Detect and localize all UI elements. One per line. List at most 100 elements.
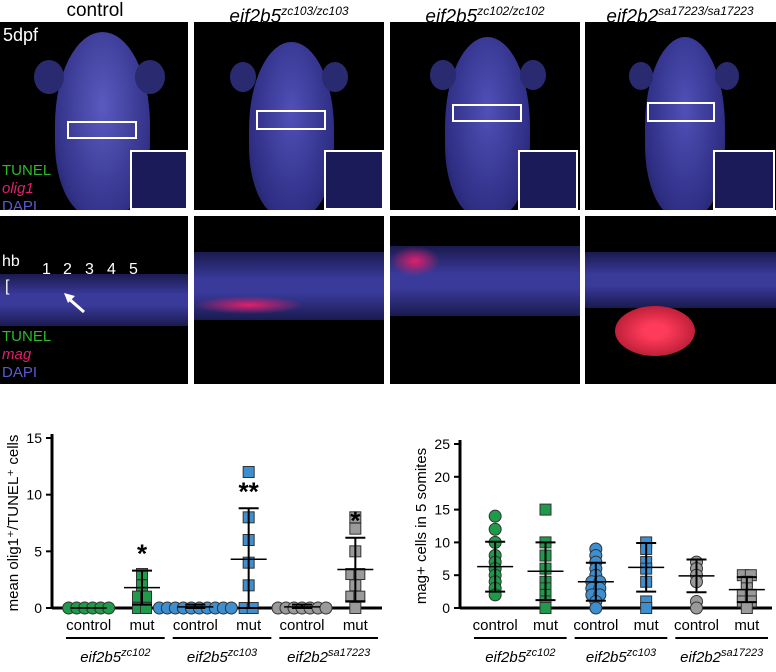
legend-olig1: olig1: [2, 180, 34, 197]
column-header-0: control: [66, 0, 124, 21]
inset-zoom: [518, 150, 578, 210]
group-label: eif2b5zc103: [586, 647, 657, 666]
legend-dapi: DAPI: [2, 364, 38, 381]
y-tick-label: 20: [434, 469, 450, 485]
data-point: [589, 601, 603, 615]
y-tick-label: 15: [26, 430, 42, 446]
data-point: [319, 601, 333, 615]
data-point: [690, 601, 703, 615]
panel-bottom-sa17223: [585, 216, 776, 384]
larva-trunk: [585, 252, 776, 308]
roi-box: [67, 121, 137, 139]
data-point: [349, 602, 362, 614]
y-tick-label: 0: [442, 600, 450, 616]
y-axis-label: mag+ cells in 5 somites: [413, 448, 430, 604]
mag-signal: [194, 296, 304, 314]
eye-right: [715, 62, 739, 90]
x-category-label: mut: [129, 617, 155, 634]
roi-box: [647, 102, 715, 122]
group-label: eif2b2sa17223: [287, 647, 371, 666]
yolk-signal: [615, 306, 695, 356]
significance-marker: **: [239, 476, 260, 506]
legend-tunel: TUNEL: [2, 328, 52, 345]
somite-5: 5: [129, 261, 138, 278]
stage-label: 5dpf: [3, 25, 39, 45]
data-point: [224, 601, 238, 615]
y-tick-label: 5: [442, 567, 450, 583]
eye-right: [135, 60, 165, 94]
x-category-label: mut: [634, 617, 660, 634]
data-point: [353, 568, 366, 580]
eye-left: [430, 60, 456, 90]
group-label: eif2b2sa17223: [680, 647, 764, 666]
legend-tunel: TUNEL: [2, 162, 52, 179]
group-label: eif2b5zc102: [80, 647, 150, 666]
panel-bottom-zc102: [390, 216, 580, 384]
column-header-allele: sa17223/sa17223: [658, 4, 754, 18]
x-category-label: mut: [734, 617, 760, 634]
eye-right: [520, 60, 546, 90]
hb-label: hb: [2, 253, 20, 270]
column-header-1: eif2b5zc103/zc103: [194, 0, 384, 27]
column-header-allele: zc103/zc103: [281, 4, 349, 18]
y-tick-label: 25: [434, 436, 450, 452]
data-point: [740, 602, 753, 614]
column-header-2: eif2b5zc102/zc102: [390, 0, 580, 27]
y-tick-label: 15: [434, 502, 450, 518]
roi-box: [452, 104, 522, 122]
significance-marker: *: [350, 506, 361, 536]
data-point: [640, 602, 653, 614]
roi-box: [256, 110, 326, 130]
inset-zoom: [713, 150, 775, 210]
larva-head: [445, 37, 530, 210]
larva-head: [645, 37, 725, 210]
panel-top-sa17223: [585, 22, 776, 210]
y-tick-label: 0: [34, 600, 42, 616]
legend-bottom: TUNEL mag DAPI: [2, 328, 51, 382]
data-point: [488, 509, 502, 523]
larva-head: [249, 42, 334, 210]
legend-top: TUNEL olig1 DAPI: [2, 162, 51, 210]
somite-2: 2: [63, 261, 72, 278]
data-point: [539, 602, 552, 614]
eye-left: [629, 62, 653, 90]
somite-3: 3: [85, 261, 94, 278]
x-category-label: control: [674, 617, 719, 634]
panel-bottom-zc103: [194, 216, 384, 384]
somite-4: 4: [107, 261, 116, 278]
group-label: eif2b5zc103: [187, 647, 258, 666]
x-category-label: mut: [343, 617, 369, 634]
x-category-label: control: [573, 617, 618, 634]
y-axis-label: mean olig1⁺/TUNEL⁺ cells: [5, 435, 22, 612]
data-point: [488, 522, 502, 536]
x-category-label: control: [473, 617, 518, 634]
y-tick-label: 10: [26, 487, 42, 503]
legend-mag: mag: [2, 346, 32, 363]
larva-trunk: [0, 274, 188, 326]
bracket: [: [5, 278, 10, 295]
eye-left: [34, 60, 64, 94]
arrow-icon: [64, 293, 85, 314]
x-category-label: control: [279, 617, 324, 634]
x-category-label: mut: [236, 617, 262, 634]
significance-marker: *: [137, 539, 148, 569]
group-label: eif2b5zc102: [485, 647, 555, 666]
y-tick-label: 5: [34, 543, 42, 559]
data-point: [539, 503, 552, 516]
column-header-allele: zc102/zc102: [477, 4, 545, 18]
x-category-label: control: [173, 617, 218, 634]
panel-top-zc102: [390, 22, 580, 210]
eye-left: [230, 62, 256, 92]
column-header-3: eif2b2sa17223/sa17223: [585, 0, 775, 27]
y-tick-label: 10: [434, 534, 450, 550]
somite-1: 1: [42, 261, 51, 278]
inset-zoom: [130, 150, 188, 210]
panel-bottom-control: hb [ 1 2 3 4 5 TUNEL mag DAPI: [0, 216, 188, 384]
x-category-label: control: [66, 617, 111, 634]
legend-dapi: DAPI: [2, 198, 38, 210]
data-point: [349, 511, 362, 524]
data-point: [242, 466, 255, 478]
panel-top-zc103: [194, 22, 384, 210]
